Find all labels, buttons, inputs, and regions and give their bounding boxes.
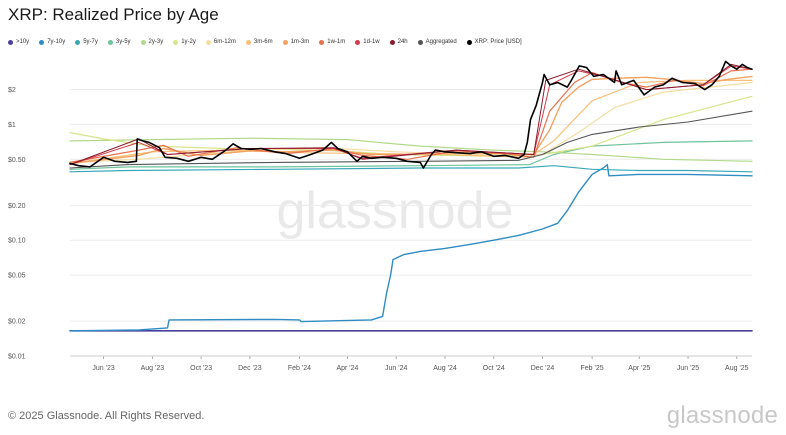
chart-legend: >10y 7y-10y 5y-7y 3y-5y 2y-3y 1y-2y 6m-12m 3m-6… <box>8 37 522 47</box>
legend-label: 1d-1w <box>363 39 380 45</box>
x-tick-label: Feb '25 <box>581 365 604 372</box>
y-tick-label: $0.02 <box>8 319 26 326</box>
y-tick-label: $0.10 <box>8 238 26 245</box>
legend-label: 24h <box>397 39 408 45</box>
y-tick-label: $1 <box>8 122 16 129</box>
series-line-5y-7y <box>69 165 753 173</box>
legend-label: 6m-12m <box>213 39 236 45</box>
legend-item-2y-3y[interactable]: 2y-3y <box>140 37 164 47</box>
legend-item-6m-12m[interactable]: 6m-12m <box>205 37 236 47</box>
x-tick-label: Aug '24 <box>433 365 457 372</box>
legend-item-24h[interactable]: 24h <box>389 37 408 47</box>
legend-dot-icon <box>107 39 113 45</box>
series-line-6m-12m <box>69 81 753 163</box>
legend-dot-icon <box>245 39 251 45</box>
legend-label: Aggregated <box>425 39 457 45</box>
series-line-24h <box>69 63 753 166</box>
y-tick-label: $0.05 <box>8 273 26 280</box>
legend-item-7y-10y[interactable]: 7y-10y <box>39 37 65 47</box>
x-tick-label: Aug '25 <box>725 365 749 372</box>
series-line-1w-1m <box>69 68 753 163</box>
x-tick-label: Jun '23 <box>92 365 114 372</box>
chart-plot: glassnode $2 $1 $0.50 $0.20 $0.10 $0.05 $0.02 $… <box>8 60 753 372</box>
legend-label: 7y-10y <box>47 39 66 45</box>
legend-dot-icon <box>205 39 211 45</box>
x-tick-label: Jun '25 <box>677 365 699 372</box>
x-tick-label: Apr '24 <box>336 365 358 372</box>
legend-item-10y[interactable]: >10y <box>8 37 29 47</box>
legend-label: XRP: Price [USD] <box>474 39 522 45</box>
series-line-7y-10y <box>69 163 753 332</box>
x-tick-label: Aug '23 <box>141 365 165 372</box>
legend-label: 1w-1m <box>327 39 346 45</box>
legend-dot-icon <box>39 39 45 45</box>
x-tick-label: Apr '25 <box>628 365 650 372</box>
y-tick-label: $2 <box>8 87 16 94</box>
legend-label: 1m-3m <box>290 39 310 45</box>
legend-dot-icon <box>389 39 395 45</box>
legend-item-aggregated[interactable]: Aggregated <box>417 37 457 47</box>
legend-label: 5y-7y <box>83 39 98 45</box>
legend-dot-icon <box>466 39 472 45</box>
legend-dot-icon <box>75 39 81 45</box>
legend-label: >10y <box>16 39 30 45</box>
series-line-xrp-price-usd <box>69 60 753 169</box>
legend-item-1d-1w[interactable]: 1d-1w <box>355 37 380 47</box>
legend-item-1m-3m[interactable]: 1m-3m <box>282 37 310 47</box>
series-line-3m-6m <box>69 79 753 165</box>
x-tick-label: Oct '24 <box>483 365 505 372</box>
glassnode-logo: glassnode <box>666 402 778 429</box>
legend-label: 3y-5y <box>115 39 131 45</box>
x-tick-label: Dec '24 <box>531 365 555 372</box>
y-tick-label: $0.50 <box>8 157 26 164</box>
legend-label: 1y-2y <box>181 39 196 45</box>
legend-item-3m-6m[interactable]: 3m-6m <box>245 37 273 47</box>
legend-item-1w-1m[interactable]: 1w-1m <box>319 37 345 47</box>
legend-label: 2y-3y <box>148 39 164 45</box>
y-tick-label: $0.20 <box>8 203 26 210</box>
y-tick-label: $0.01 <box>8 354 26 361</box>
legend-label: 3m-6m <box>253 39 273 45</box>
series-line-2y-3y <box>69 137 753 162</box>
legend-dot-icon <box>8 39 13 45</box>
legend-item-3y-5y[interactable]: 3y-5y <box>107 37 131 47</box>
x-tick-label: Feb '24 <box>288 365 311 372</box>
x-tick-label: Oct '23 <box>190 365 212 372</box>
legend-dot-icon <box>173 39 179 45</box>
legend-dot-icon <box>417 39 423 45</box>
legend-dot-icon <box>319 39 325 45</box>
chart-watermark: glassnode <box>276 182 513 240</box>
chart-title: XRP: Realized Price by Age <box>8 5 219 24</box>
legend-dot-icon <box>355 39 361 45</box>
x-tick-label: Dec '23 <box>238 365 262 372</box>
legend-item-xrp-price-usd[interactable]: XRP: Price [USD] <box>466 37 522 47</box>
x-tick-label: Jun '24 <box>385 365 407 372</box>
legend-dot-icon <box>140 39 146 45</box>
legend-dot-icon <box>282 39 288 45</box>
legend-item-1y-2y[interactable]: 1y-2y <box>173 37 196 47</box>
series-line-3y-5y <box>69 140 753 170</box>
legend-item-5y-7y[interactable]: 5y-7y <box>75 37 98 47</box>
series-line-aggregated <box>69 110 753 169</box>
copyright-footer: © 2025 Glassnode. All Rights Reserved. <box>8 410 205 422</box>
